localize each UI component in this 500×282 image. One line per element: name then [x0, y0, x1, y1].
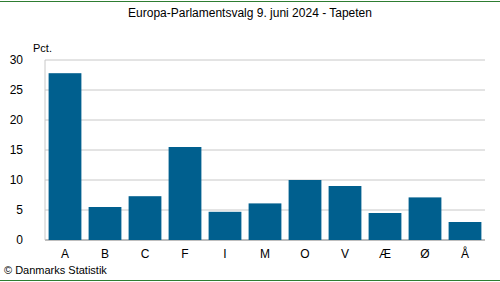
- y-tick-label: 15: [10, 143, 24, 157]
- bar: [289, 180, 322, 240]
- y-tick-label: 0: [16, 233, 23, 247]
- y-tick-label: 30: [10, 53, 24, 67]
- x-tick-label: A: [61, 247, 69, 261]
- y-axis: [45, 60, 46, 240]
- grid-line: [45, 180, 485, 181]
- chart-svg: Europa-Parlamentsvalg 9. juni 2024 - Tap…: [0, 0, 500, 282]
- bar: [129, 196, 162, 240]
- bar: [209, 212, 242, 240]
- x-tick-label: Æ: [379, 247, 391, 261]
- y-tick-label: 20: [10, 113, 24, 127]
- x-tick-label: Ø: [420, 247, 429, 261]
- title: Europa-Parlamentsvalg 9. juni 2024 - Tap…: [128, 6, 372, 20]
- bar: [409, 197, 442, 240]
- x-tick-label: V: [341, 247, 349, 261]
- chart-root: Europa-Parlamentsvalg 9. juni 2024 - Tap…: [0, 0, 500, 282]
- bar: [249, 203, 282, 240]
- y-tick-label: 10: [10, 173, 24, 187]
- y-tick-label: 5: [16, 203, 23, 217]
- bar: [329, 186, 362, 240]
- source: © Danmarks Statistik: [4, 264, 107, 276]
- grid-line: [45, 90, 485, 91]
- x-tick-label: F: [181, 247, 188, 261]
- bar: [449, 222, 482, 240]
- bottom-rule: [0, 280, 500, 281]
- grid-line: [45, 120, 485, 121]
- x-tick-label: Å: [461, 246, 469, 261]
- bar: [49, 73, 82, 240]
- bar: [169, 147, 202, 240]
- bar: [89, 207, 122, 240]
- x-tick-label: M: [260, 247, 270, 261]
- top-rule: [0, 1, 500, 2]
- grid-line: [45, 60, 485, 61]
- x-tick-label: O: [300, 247, 309, 261]
- x-tick-label: C: [141, 247, 150, 261]
- y-tick-label: 25: [10, 83, 24, 97]
- bar: [369, 213, 402, 240]
- bars: [49, 73, 482, 240]
- x-tick-label: B: [101, 247, 109, 261]
- grid-line: [45, 150, 485, 151]
- y-label: Pct.: [33, 42, 52, 54]
- x-tick-label: I: [223, 247, 226, 261]
